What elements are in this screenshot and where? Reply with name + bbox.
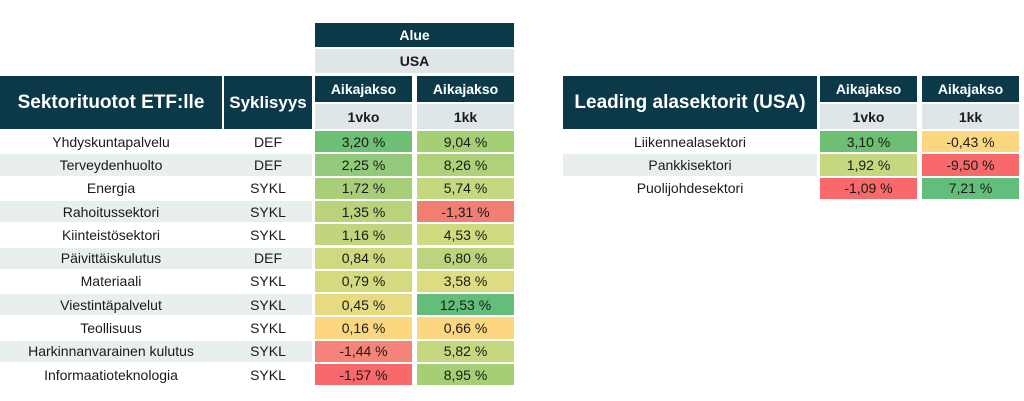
return-1kk: -9,50 %: [922, 154, 1019, 176]
sector-name: Kiinteistösektori: [61, 226, 161, 243]
return-1kk: 0,66 %: [417, 317, 514, 339]
sector-name: Viestintäpalvelut: [60, 296, 162, 313]
return-1vko: 1,92 %: [820, 154, 917, 176]
subsector-name: Liikennealasektori: [633, 133, 747, 150]
col-1vko-label: 1vko: [315, 104, 412, 129]
sector-cyclicality: SYKL: [250, 273, 286, 290]
return-1kk: -0,43 %: [922, 131, 1019, 153]
sector-name: Teollisuus: [80, 320, 142, 337]
return-1vko: 2,25 %: [315, 154, 412, 176]
right-table-title: Leading alasektorit (USA): [563, 76, 817, 129]
period-header-2: Aikajakso: [417, 76, 514, 102]
return-1vko: 1,16 %: [315, 224, 412, 246]
return-1vko: 3,20 %: [315, 131, 412, 153]
right-col-1kk-label: 1kk: [922, 104, 1019, 129]
return-1kk: 4,53 %: [417, 224, 514, 246]
return-1vko: 0,84 %: [315, 247, 412, 269]
return-1kk: 8,26 %: [417, 154, 514, 176]
return-1vko: 3,10 %: [820, 131, 917, 153]
sector-cyclicality: SYKL: [250, 320, 286, 337]
sector-name: Harkinnanvarainen kulutus: [28, 343, 194, 360]
row-band: [563, 154, 817, 176]
sector-cyclicality: SYKL: [250, 366, 286, 383]
region-header: Alue: [315, 23, 514, 47]
return-1vko: 0,45 %: [315, 294, 412, 316]
left-table-title: Sektorituotot ETF:lle: [0, 76, 222, 129]
sector-cyclicality: DEF: [254, 133, 282, 150]
return-1kk: 6,80 %: [417, 247, 514, 269]
sector-name: Energia: [86, 180, 136, 197]
return-1kk: 5,74 %: [417, 177, 514, 199]
return-1vko: -1,09 %: [820, 177, 917, 199]
return-1kk: -1,31 %: [417, 200, 514, 223]
sector-cyclicality: SYKL: [250, 226, 286, 243]
sector-name: Informaatioteknologia: [44, 366, 178, 383]
sector-name: Terveydenhuolto: [59, 156, 163, 173]
return-1kk: 12,53 %: [417, 294, 514, 316]
sector-name: Materiaali: [80, 273, 142, 290]
return-1kk: 9,04 %: [417, 131, 514, 153]
period-header-1: Aikajakso: [315, 76, 412, 102]
return-1vko: -1,44 %: [315, 340, 412, 362]
return-1kk: 7,21 %: [922, 177, 1019, 199]
sector-name: Yhdyskuntapalvelu: [52, 133, 170, 150]
subsector-name: Puolijohdesektori: [636, 180, 744, 197]
sector-cyclicality: SYKL: [250, 296, 286, 313]
region-value: USA: [315, 49, 514, 73]
return-1vko: 1,72 %: [315, 177, 412, 199]
row-band: [0, 247, 312, 269]
row-band: [0, 200, 312, 223]
sector-cyclicality: SYKL: [250, 203, 286, 220]
sector-cyclicality: DEF: [254, 250, 282, 267]
return-1kk: 5,82 %: [417, 340, 514, 362]
row-band: [0, 154, 312, 176]
sector-cyclicality: SYKL: [250, 343, 286, 360]
return-1vko: 1,35 %: [315, 200, 412, 223]
sector-cyclicality: SYKL: [250, 180, 286, 197]
subsector-name: Pankkisektori: [648, 156, 732, 173]
return-1kk: 8,95 %: [417, 364, 514, 386]
sector-name: Rahoitussektori: [62, 203, 160, 220]
row-band: [0, 340, 312, 362]
return-1vko: -1,57 %: [315, 364, 412, 386]
sector-name: Päivittäiskulutus: [60, 250, 162, 267]
return-1vko: 0,79 %: [315, 270, 412, 293]
right-period-header-2: Aikajakso: [922, 76, 1019, 102]
row-band: [0, 294, 312, 316]
right-period-header-1: Aikajakso: [820, 76, 917, 102]
cyclicality-header: Syklisyys: [224, 76, 312, 129]
col-1kk-label: 1kk: [417, 104, 514, 129]
return-1kk: 3,58 %: [417, 270, 514, 293]
return-1vko: 0,16 %: [315, 317, 412, 339]
sector-cyclicality: DEF: [254, 156, 282, 173]
right-col-1vko-label: 1vko: [820, 104, 917, 129]
